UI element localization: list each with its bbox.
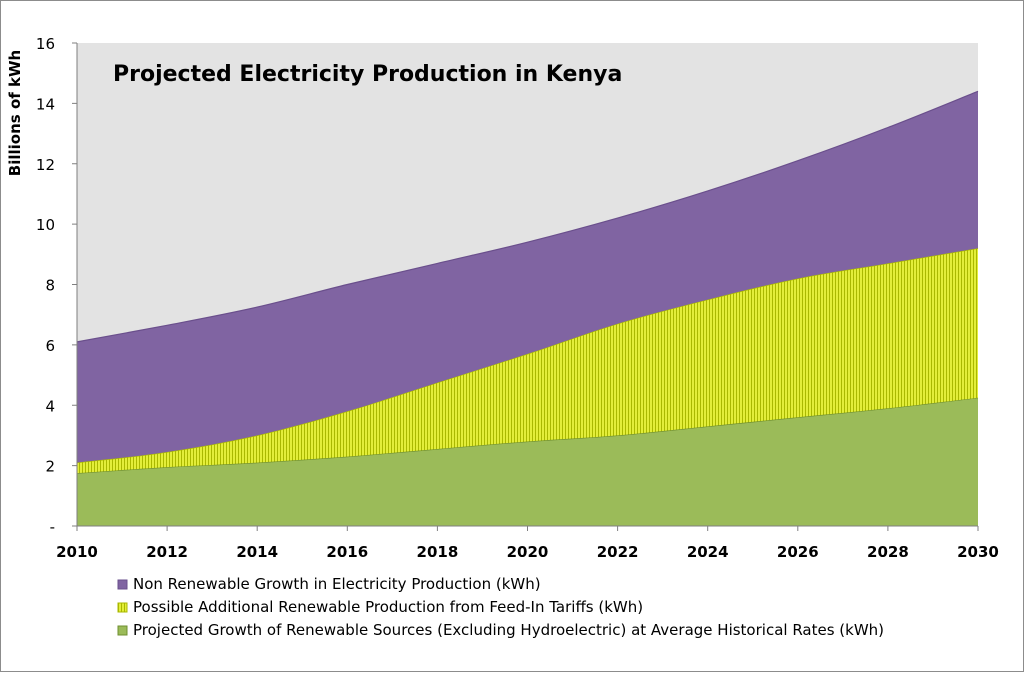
y-tick-label: 8 [45, 277, 55, 295]
area-renewable-historical [77, 397, 978, 526]
x-tick-label: 2026 [777, 543, 819, 561]
x-tick-label: 2028 [867, 543, 909, 561]
x-tick-label: 2020 [507, 543, 549, 561]
x-tick-label: 2010 [56, 543, 98, 561]
y-axis-label: Billions of kWh [6, 50, 24, 176]
chart-title: Projected Electricity Production in Keny… [113, 62, 622, 87]
area-non-renewable [77, 91, 978, 463]
x-tick-label: 2022 [597, 543, 639, 561]
legend-renewable-historical-swatch [117, 625, 128, 636]
legend-feed-in-tariffs-swatch [117, 602, 128, 613]
x-tick-label: 2014 [236, 543, 278, 561]
legend-non-renewable-swatch [117, 579, 128, 590]
area-feed-in-tariffs [77, 248, 978, 474]
x-tick-label: 2018 [417, 543, 459, 561]
x-tick-label: 2012 [146, 543, 188, 561]
x-tick-label: 2016 [326, 543, 368, 561]
legend-renewable-historical-label: Projected Growth of Renewable Sources (E… [133, 621, 884, 639]
legend-feed-in-tariffs-label: Possible Additional Renewable Production… [133, 598, 643, 616]
x-tick-label: 2024 [687, 543, 729, 561]
y-tick-label: 6 [45, 337, 55, 355]
y-tick-label: 2 [45, 458, 55, 476]
y-tick-label: - [50, 518, 55, 536]
legend-non-renewable-label: Non Renewable Growth in Electricity Prod… [133, 575, 541, 593]
area-non-renewable-edge [76, 90, 979, 343]
y-tick-label: 12 [36, 156, 55, 174]
y-tick-label: 4 [45, 397, 55, 415]
y-tick-label: 14 [36, 95, 55, 113]
y-tick-label: 10 [36, 216, 55, 234]
x-tick-label: 2030 [957, 543, 999, 561]
y-tick-label: 16 [36, 35, 55, 53]
